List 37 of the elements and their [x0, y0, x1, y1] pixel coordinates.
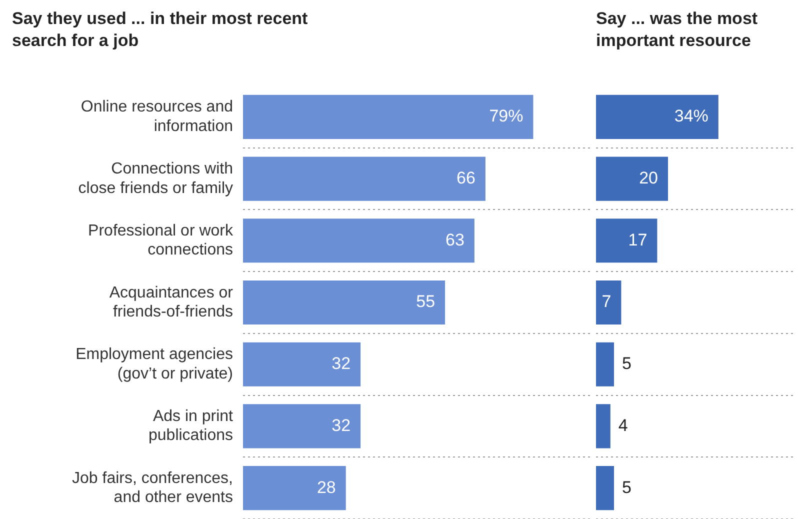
data-label: 28 [316, 478, 336, 497]
data-label: 55 [416, 292, 436, 312]
data-label: 4 [618, 416, 628, 435]
bar [243, 466, 346, 510]
chart-title: Say ... was the most important resource [596, 8, 759, 52]
data-label: 32 [332, 416, 351, 435]
bar [243, 280, 446, 325]
chart-title: Say they used ... in their most recent search for a job [12, 8, 309, 52]
bar [596, 218, 658, 263]
bar [243, 218, 474, 263]
y-tick-label: Online resources and information [80, 98, 233, 135]
bar [596, 404, 610, 448]
data-label: 34% [674, 106, 708, 126]
bar [243, 156, 486, 201]
y-tick-label: Professional or work connections [88, 222, 234, 259]
data-label: 17 [628, 230, 648, 250]
data-label: 20 [639, 168, 658, 188]
bar [596, 342, 614, 386]
bar [596, 156, 668, 201]
y-tick-label: Acquaintances or friends-of-friends [109, 284, 234, 321]
data-label: 66 [456, 168, 476, 188]
y-tick-label: Employment agencies (gov’t or private) [76, 346, 233, 382]
bar [243, 342, 361, 386]
bar [596, 280, 622, 325]
data-label: 32 [332, 354, 351, 374]
y-tick-label: Ads in print publications [148, 408, 234, 444]
bar [596, 466, 614, 510]
data-label: 5 [622, 478, 632, 497]
y-tick-label: Job fairs, conferences, and other events [72, 470, 233, 506]
data-label: 5 [622, 354, 632, 374]
data-label: 7 [602, 292, 612, 312]
bar [243, 404, 361, 448]
data-label: 63 [446, 230, 464, 250]
data-label: 79% [489, 106, 524, 126]
y-tick-label: Connections with close friends or family [78, 160, 233, 197]
bar [243, 94, 534, 139]
bar [596, 94, 718, 139]
